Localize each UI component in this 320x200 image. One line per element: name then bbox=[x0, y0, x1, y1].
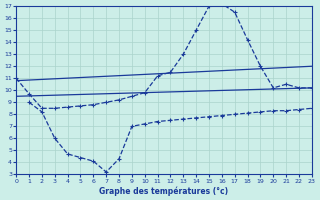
X-axis label: Graphe des températures (°c): Graphe des températures (°c) bbox=[100, 186, 228, 196]
